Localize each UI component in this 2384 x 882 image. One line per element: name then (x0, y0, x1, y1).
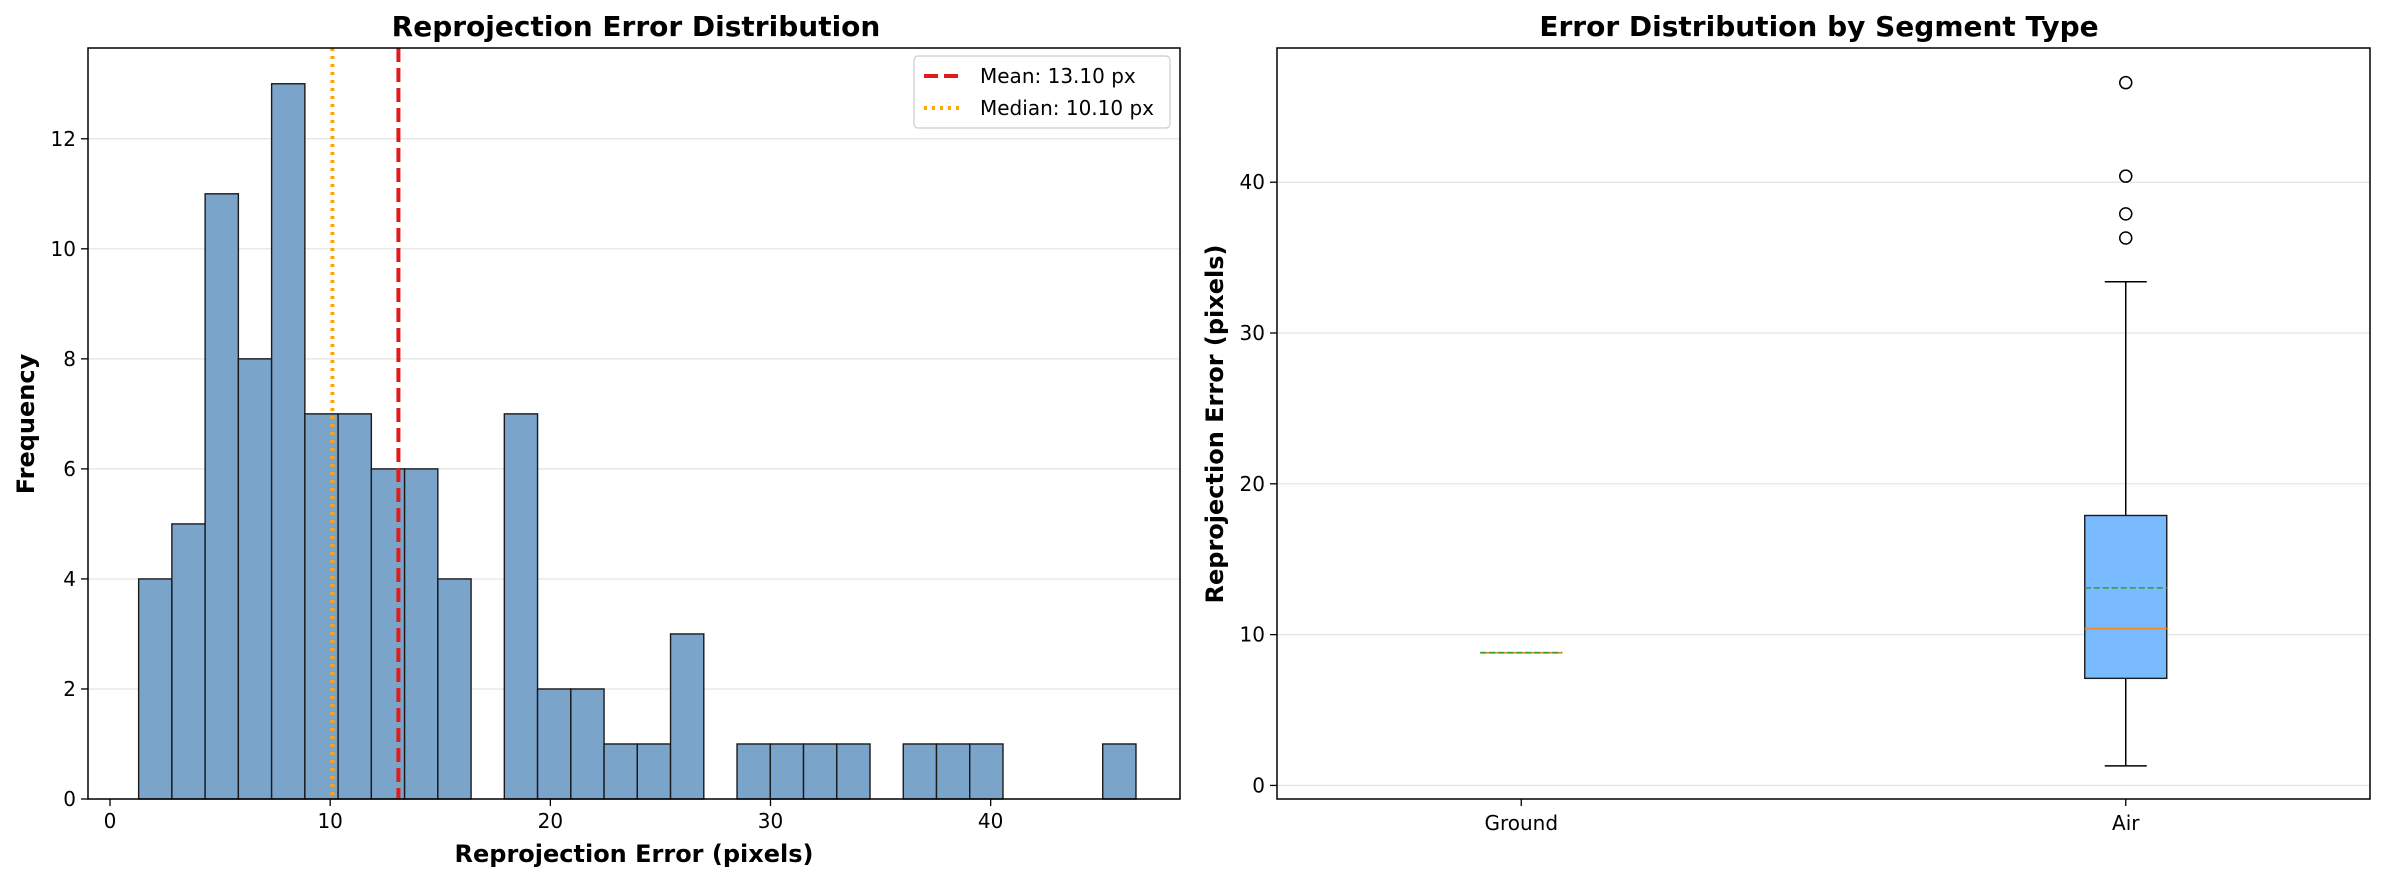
histogram-bar (137, 578, 173, 800)
histogram-bar (171, 523, 206, 800)
histogram-y-tick-label: 4 (63, 567, 76, 591)
histogram-x-axis-label: Reprojection Error (pixels) (455, 840, 814, 868)
legend-median-label: Median: 10.10 px (980, 96, 1154, 120)
outlier-point (2119, 75, 2133, 90)
boxplot-y-ticks: 0 10 20 30 40 (1240, 170, 1277, 797)
outlier-point (2119, 169, 2133, 183)
histogram-reference-lines (330, 48, 401, 799)
boxplot-boxes (1480, 75, 2168, 767)
histogram-bar (536, 688, 572, 800)
histogram-bar (603, 743, 639, 800)
histogram-bars (137, 83, 1137, 800)
histogram-x-tick-label: 30 (758, 809, 783, 833)
boxplot-x-tick-label: Ground (1484, 811, 1558, 835)
histogram-bar (437, 578, 472, 800)
histogram-y-tick-label: 0 (63, 787, 76, 811)
histogram-bar (503, 413, 539, 800)
outlier-point (2119, 207, 2133, 221)
histogram-x-tick-label: 0 (104, 809, 117, 833)
histogram-bar (902, 743, 938, 800)
boxplot-x-tick-label: Air (2112, 811, 2140, 835)
boxplot-x-ticks: Ground Air (1484, 799, 2140, 835)
histogram-bar (237, 358, 273, 800)
box-air (2084, 75, 2168, 767)
histogram-bar (403, 468, 439, 800)
histogram-y-tick-label: 6 (63, 457, 76, 481)
boxplot-y-tick-label: 0 (1252, 773, 1265, 797)
histogram-y-tick-label: 12 (51, 127, 76, 151)
histogram-y-tick-label: 10 (51, 237, 76, 261)
histogram-bar (969, 743, 1004, 800)
boxplot-y-tick-label: 10 (1240, 623, 1265, 647)
histogram-title: Reprojection Error Distribution (392, 10, 881, 43)
box-body (2084, 514, 2168, 680)
histogram-axes-frame (87, 47, 1181, 800)
legend-box (913, 55, 1171, 129)
histogram-y-tick-label: 8 (63, 347, 76, 371)
histogram-y-tick-label: 2 (63, 677, 76, 701)
histogram-bar (669, 633, 705, 800)
histogram-bar (769, 743, 805, 800)
boxplot-title: Error Distribution by Segment Type (1539, 10, 2098, 43)
histogram-x-ticks: 0 10 20 30 40 (104, 799, 1003, 833)
histogram-y-ticks: 0 2 4 6 8 10 12 (51, 127, 88, 811)
histogram-bar (270, 83, 306, 800)
histogram-panel: Reprojection Error Distribution 0 10 20 30 4… (12, 10, 1181, 868)
histogram-y-axis-label: Frequency (12, 353, 40, 494)
histogram-bar (836, 743, 871, 800)
histogram-bar (636, 743, 672, 800)
histogram-bar (1102, 743, 1137, 800)
histogram-bar (337, 413, 373, 800)
boxplot-gridlines (1277, 181, 2370, 787)
boxplot-y-tick-label: 20 (1240, 472, 1265, 496)
histogram-bar (736, 743, 771, 800)
boxplot-y-tick-label: 40 (1240, 170, 1265, 194)
histogram-x-tick-label: 10 (317, 809, 342, 833)
histogram-bar (304, 413, 339, 800)
histogram-bar (802, 743, 838, 800)
legend-mean-label: Mean: 13.10 px (980, 64, 1136, 88)
histogram-x-tick-label: 20 (538, 809, 563, 833)
histogram-bar (204, 193, 240, 800)
histogram-x-tick-label: 40 (978, 809, 1003, 833)
histogram-legend: Mean: 13.10 px Median: 10.10 px (913, 55, 1171, 129)
outlier-point (2119, 231, 2133, 245)
histogram-bar (935, 743, 971, 800)
boxplot-panel: Error Distribution by Segment Type Groun… (1201, 10, 2371, 835)
boxplot-y-tick-label: 30 (1240, 321, 1265, 345)
boxplot-axes-frame (1276, 47, 2371, 800)
boxplot-y-axis-label: Reprojection Error (pixels) (1201, 245, 1229, 604)
histogram-bar (570, 688, 605, 800)
